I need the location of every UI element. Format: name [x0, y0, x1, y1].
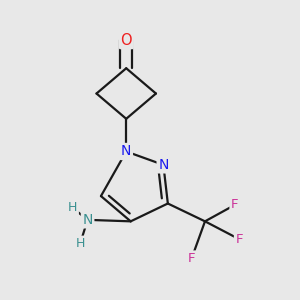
Text: F: F: [236, 233, 243, 246]
Text: F: F: [231, 199, 238, 212]
Text: H: H: [68, 202, 77, 214]
Text: H: H: [76, 237, 85, 250]
Text: F: F: [188, 252, 195, 265]
Text: N: N: [121, 145, 131, 158]
Text: N: N: [82, 213, 93, 227]
Text: N: N: [158, 158, 169, 172]
Text: O: O: [120, 32, 132, 47]
